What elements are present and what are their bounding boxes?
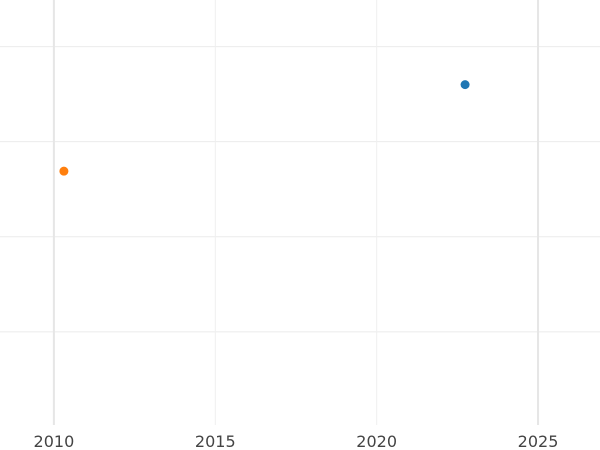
x-tick-label: 2020	[356, 432, 397, 450]
x-axis-ticks: 2010 2015 2020 2025	[34, 432, 559, 450]
x-tick-label: 2025	[518, 432, 559, 450]
grid	[0, 0, 600, 425]
data-point	[460, 80, 470, 90]
data-points	[59, 80, 470, 176]
x-tick-label: 2010	[34, 432, 75, 450]
x-tick-label: 2015	[195, 432, 236, 450]
data-point	[59, 166, 69, 176]
